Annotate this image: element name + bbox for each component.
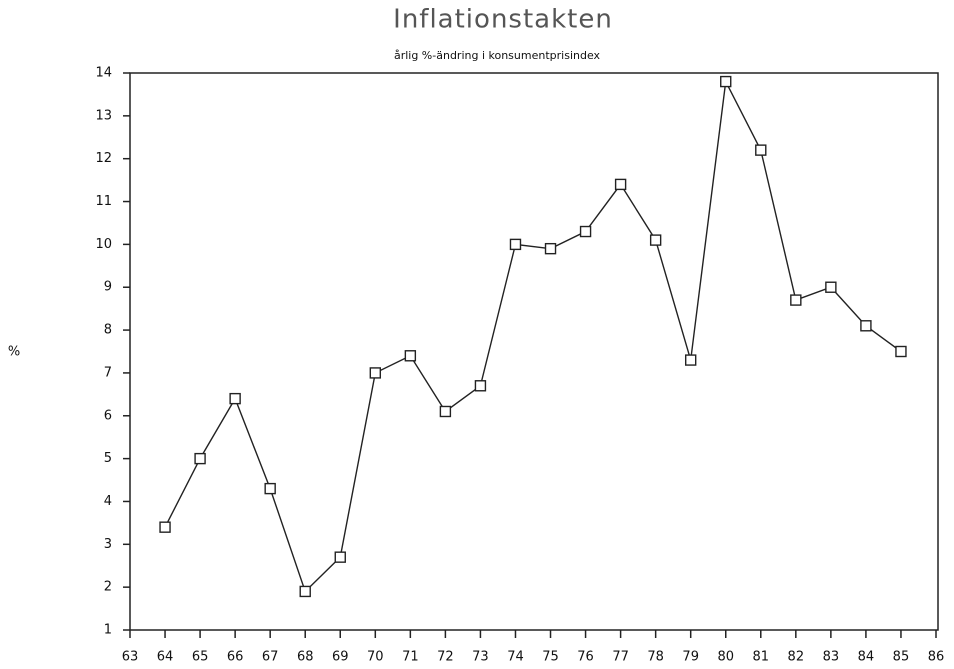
x-tick-label: 72 xyxy=(437,650,454,665)
point-marker xyxy=(404,350,417,362)
x-tick-label: 66 xyxy=(227,650,244,665)
y-tick-label: 4 xyxy=(104,494,112,509)
point-marker xyxy=(614,178,627,191)
y-tick-label: 7 xyxy=(104,365,112,380)
y-tick-label: 14 xyxy=(95,66,112,81)
x-tick-label: 83 xyxy=(823,650,840,665)
chart-subtitle: årlig %-ändring i konsumentprisindex xyxy=(394,49,601,62)
x-tick-label: 85 xyxy=(893,650,910,665)
point-marker xyxy=(229,392,241,405)
x-tick-label: 75 xyxy=(542,650,559,665)
x-tick-label: 69 xyxy=(332,650,349,665)
y-tick-label: 13 xyxy=(95,108,112,123)
x-tick-label: 84 xyxy=(858,650,875,665)
x-tick-label: 79 xyxy=(682,650,699,665)
point-marker xyxy=(579,225,592,238)
y-tick-label: 1 xyxy=(104,623,112,638)
point-marker xyxy=(474,380,487,392)
point-marker xyxy=(369,367,382,379)
x-tick-label: 76 xyxy=(577,650,594,665)
point-marker xyxy=(439,405,452,418)
x-tick-label: 73 xyxy=(472,650,489,665)
point-marker xyxy=(860,320,872,332)
point-marker xyxy=(544,242,557,255)
x-tick-label: 82 xyxy=(788,650,805,665)
point-marker xyxy=(509,238,522,251)
point-marker xyxy=(264,482,276,495)
x-tick-label: 70 xyxy=(367,650,384,665)
y-tick-label: 12 xyxy=(95,151,112,166)
y-tick-label: 5 xyxy=(104,451,112,466)
point-marker xyxy=(790,294,802,306)
line xyxy=(164,79,902,593)
y-tick-label: 9 xyxy=(104,280,112,295)
y-tick-label: 8 xyxy=(104,323,112,338)
point-marker xyxy=(334,551,346,563)
point-marker xyxy=(825,281,837,293)
x-tick-label: 78 xyxy=(647,650,664,665)
y-tick-label: 3 xyxy=(104,537,112,552)
x-tick-label: 63 xyxy=(122,650,139,665)
point-marker xyxy=(684,354,697,366)
y-tick-label: 11 xyxy=(95,194,112,209)
point-marker xyxy=(159,521,171,533)
point-marker xyxy=(720,75,732,88)
point-marker xyxy=(895,345,907,358)
plot-frame xyxy=(129,72,939,631)
x-tick-label: 77 xyxy=(612,650,629,665)
point-marker xyxy=(755,144,767,156)
y-tick-label: 6 xyxy=(104,408,112,423)
x-tick-label: 71 xyxy=(402,650,419,665)
x-tick-label: 67 xyxy=(262,650,279,665)
x-tick-label: 86 xyxy=(928,650,945,665)
y-axis-label: % xyxy=(8,345,20,360)
x-tick-label: 74 xyxy=(507,650,524,665)
point-marker xyxy=(194,452,206,465)
x-tick-label: 65 xyxy=(192,650,209,665)
x-tick-label: 81 xyxy=(753,650,770,665)
point-marker xyxy=(649,234,662,246)
point-marker xyxy=(299,585,311,598)
chart-title: Inflationstakten xyxy=(393,5,613,35)
y-tick-label: 10 xyxy=(95,237,112,252)
x-tick-label: 80 xyxy=(717,650,734,665)
y-tick-label: 2 xyxy=(104,580,112,595)
x-tick-label: 68 xyxy=(297,650,314,665)
x-tick-label: 64 xyxy=(157,650,174,665)
